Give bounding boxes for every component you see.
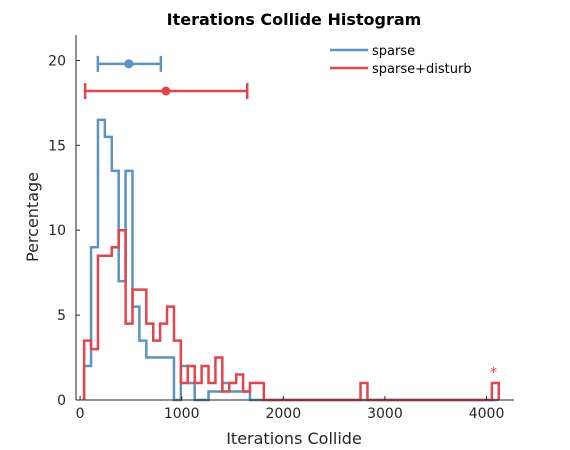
series-outline <box>82 228 501 402</box>
histogram-bar <box>105 137 112 400</box>
axes: 0 1000 2000 3000 4000 0 5 10 15 20 <box>48 35 514 422</box>
histogram-bar <box>153 341 160 400</box>
histogram-layer <box>82 118 501 402</box>
mean-marker <box>161 86 171 96</box>
x-tick-label: 1000 <box>164 406 200 422</box>
histogram-bar <box>126 324 133 400</box>
y-tick-label: 20 <box>48 53 66 69</box>
histogram-bar <box>222 392 229 400</box>
histogram-bar <box>160 358 167 400</box>
histogram-bar <box>105 256 112 400</box>
legend-item: sparse <box>330 44 415 59</box>
legend-item: sparse+disturb <box>330 62 472 77</box>
x-tick-label: 4000 <box>469 406 505 422</box>
histogram-bar <box>229 392 236 400</box>
chart-title: Iterations Collide Histogram <box>167 10 422 29</box>
series-1-summary <box>83 83 249 100</box>
x-tick-label: 0 <box>76 406 85 422</box>
y-axis-label: Percentage <box>23 172 42 262</box>
histogram-bar <box>153 358 160 400</box>
x-axis-label: Iterations Collide <box>226 429 362 448</box>
y-tick-label: 15 <box>48 138 66 154</box>
legend: sparse sparse+disturb <box>330 44 472 77</box>
series-outline <box>82 118 499 402</box>
x-tick-label: 3000 <box>367 406 403 422</box>
series-0-stairs <box>82 118 499 402</box>
y-tick-label: 10 <box>48 223 66 239</box>
legend-label: sparse+disturb <box>372 62 472 77</box>
series-0-summary <box>96 55 163 72</box>
histogram-bar <box>236 392 243 400</box>
x-tick-label: 2000 <box>265 406 301 422</box>
summary-markers-layer: * <box>83 55 497 381</box>
y-tick-label: 0 <box>57 393 66 409</box>
annotation-star: * <box>490 365 497 381</box>
series-1-stairs <box>82 228 501 402</box>
y-tick-label: 5 <box>57 308 66 324</box>
histogram-bar <box>215 392 222 400</box>
mean-marker <box>124 59 134 69</box>
histogram-bar <box>146 358 153 400</box>
legend-label: sparse <box>372 44 415 59</box>
